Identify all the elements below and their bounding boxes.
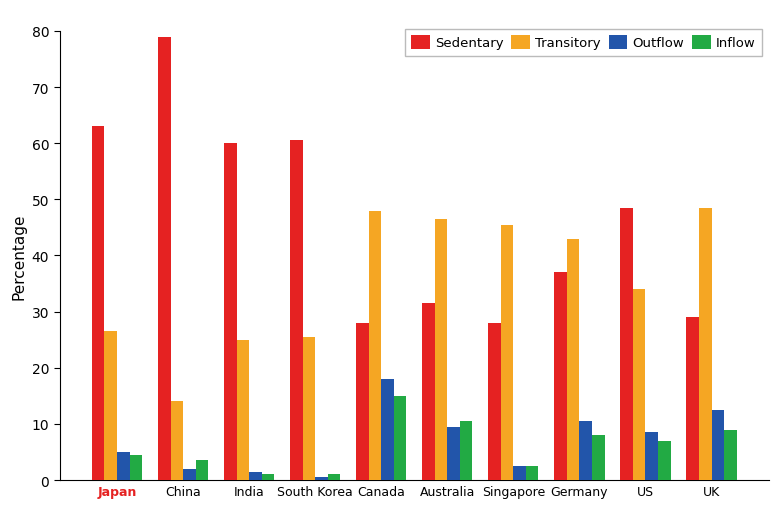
Bar bbox=[117, 452, 129, 480]
Bar bbox=[224, 144, 236, 480]
Bar bbox=[724, 430, 736, 480]
Bar bbox=[460, 421, 473, 480]
Bar bbox=[658, 441, 671, 480]
Bar bbox=[686, 318, 699, 480]
Bar bbox=[488, 323, 501, 480]
Bar bbox=[171, 402, 183, 480]
Bar bbox=[105, 331, 117, 480]
Bar bbox=[501, 225, 513, 480]
Bar bbox=[711, 410, 724, 480]
Bar bbox=[92, 127, 105, 480]
Bar bbox=[526, 466, 538, 480]
Bar bbox=[158, 38, 171, 480]
Bar bbox=[328, 474, 340, 480]
Bar bbox=[262, 474, 275, 480]
Bar bbox=[196, 461, 208, 480]
Bar bbox=[699, 208, 711, 480]
Bar bbox=[567, 239, 580, 480]
Bar bbox=[369, 211, 381, 480]
Y-axis label: Percentage: Percentage bbox=[11, 213, 26, 299]
Bar bbox=[434, 219, 447, 480]
Bar bbox=[580, 421, 592, 480]
Bar bbox=[555, 273, 567, 480]
Bar bbox=[633, 290, 646, 480]
Bar bbox=[422, 303, 434, 480]
Bar bbox=[356, 323, 369, 480]
Bar bbox=[183, 469, 196, 480]
Bar bbox=[249, 472, 262, 480]
Legend: Sedentary, Transitory, Outflow, Inflow: Sedentary, Transitory, Outflow, Inflow bbox=[405, 30, 762, 57]
Bar bbox=[381, 379, 394, 480]
Bar bbox=[447, 427, 460, 480]
Bar bbox=[129, 455, 142, 480]
Bar bbox=[290, 141, 303, 480]
Bar bbox=[620, 208, 633, 480]
Bar bbox=[236, 340, 249, 480]
Bar bbox=[394, 396, 406, 480]
Bar bbox=[315, 477, 328, 480]
Bar bbox=[303, 337, 315, 480]
Bar bbox=[513, 466, 526, 480]
Bar bbox=[592, 435, 604, 480]
Bar bbox=[646, 433, 658, 480]
